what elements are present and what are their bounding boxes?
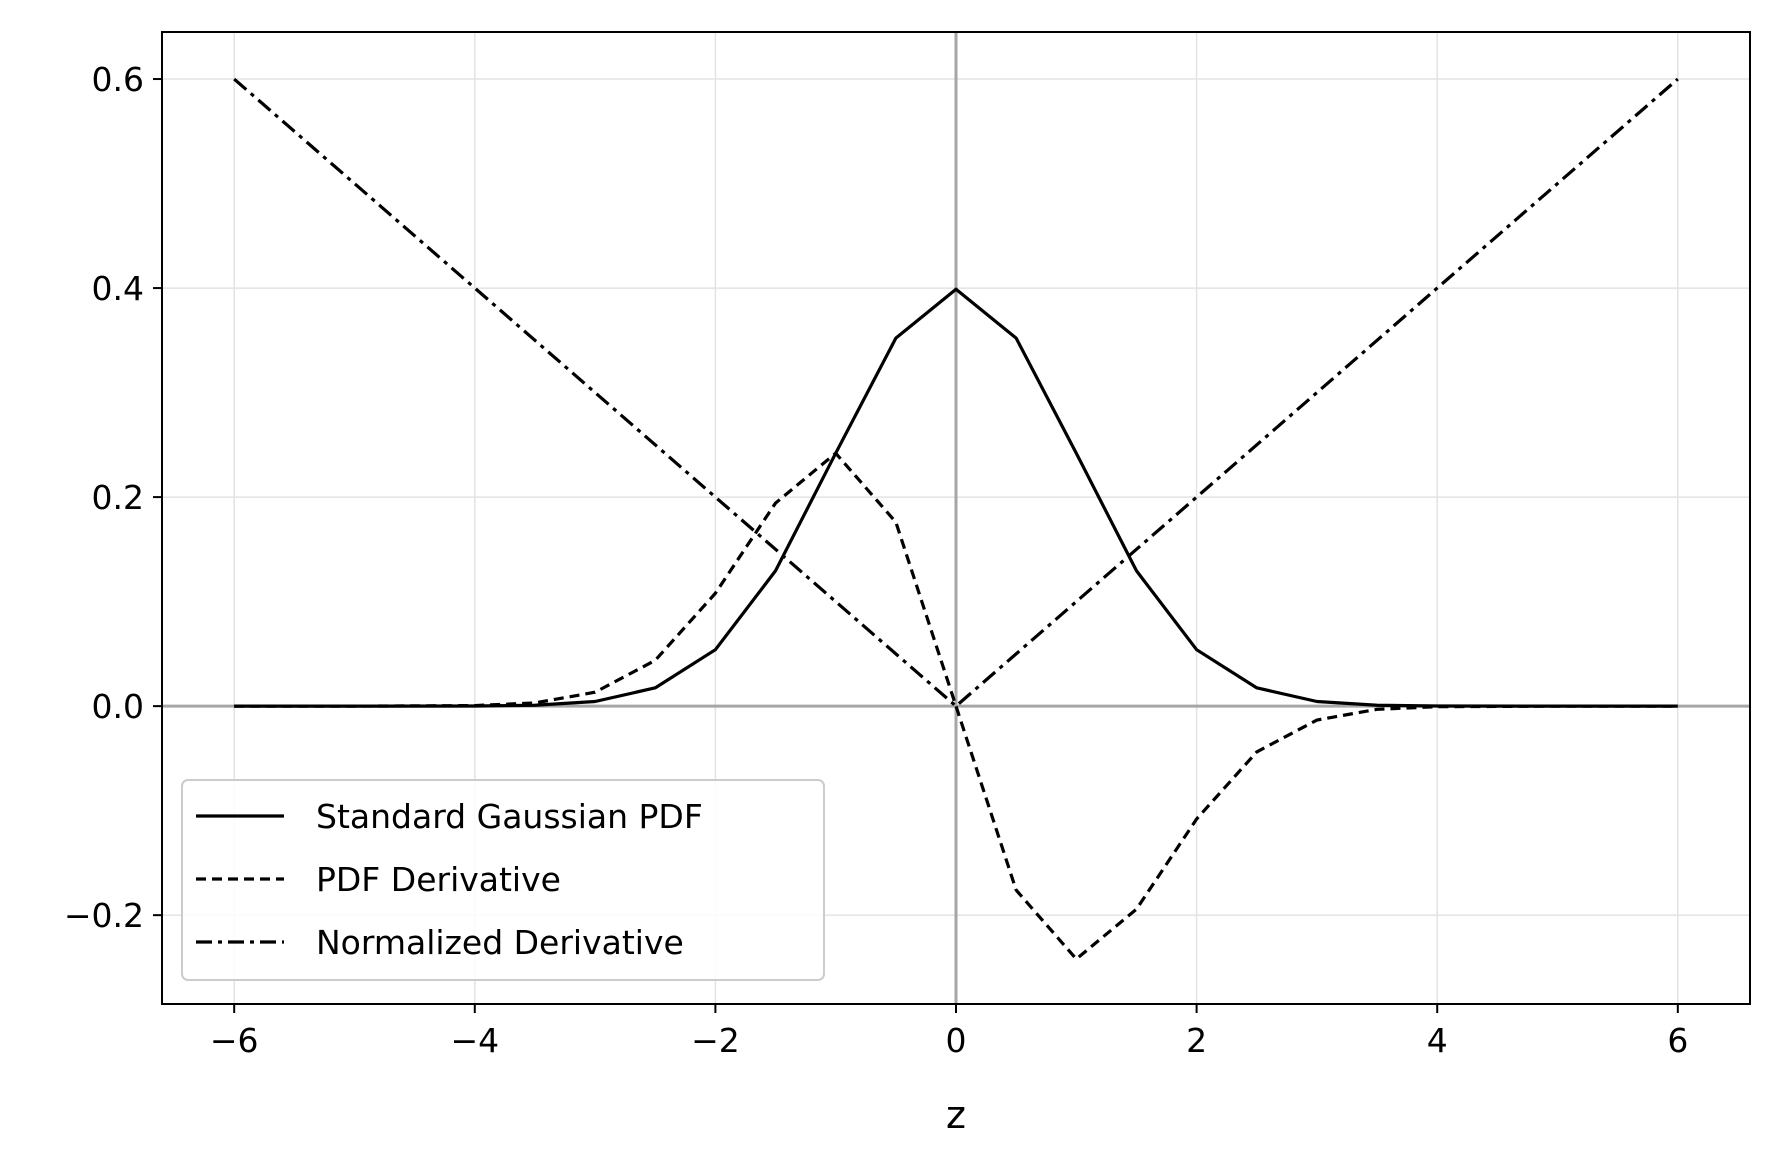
x-tick-label-2: −2 [691, 1021, 740, 1060]
legend-label-2: Normalized Derivative [316, 923, 684, 962]
legend-box [181, 779, 825, 981]
x-tick-label-4: 2 [1186, 1021, 1207, 1060]
x-tick-label-0: −6 [210, 1021, 259, 1060]
x-tick-label-3: 0 [946, 1021, 967, 1060]
series-line-2 [233, 77, 1679, 708]
x-tick-label-1: −4 [450, 1021, 499, 1060]
series-line-1 [234, 451, 1678, 961]
legend-label-0: Standard Gaussian PDF [316, 797, 703, 836]
y-tick-label-4: 0.6 [92, 60, 144, 99]
legend-label-1: PDF Derivative [316, 860, 561, 899]
x-axis-label: z [946, 1093, 966, 1137]
y-axis-ticks: −0.2 0.0 0.2 0.4 0.6 [64, 60, 162, 935]
series-line-0 [234, 287, 1678, 708]
x-tick-label-5: 4 [1427, 1021, 1448, 1060]
x-tick-label-6: 6 [1667, 1021, 1688, 1060]
y-tick-label-1: 0.0 [92, 687, 144, 726]
legend: Standard Gaussian PDF PDF Derivative Norma… [181, 779, 825, 981]
x-axis-ticks: −6 −4 −2 0 2 4 6 [210, 1004, 1688, 1060]
y-tick-label-3: 0.4 [92, 269, 144, 308]
series-group [233, 77, 1679, 961]
y-tick-label-2: 0.2 [92, 478, 144, 517]
y-tick-label-0: −0.2 [64, 896, 144, 935]
